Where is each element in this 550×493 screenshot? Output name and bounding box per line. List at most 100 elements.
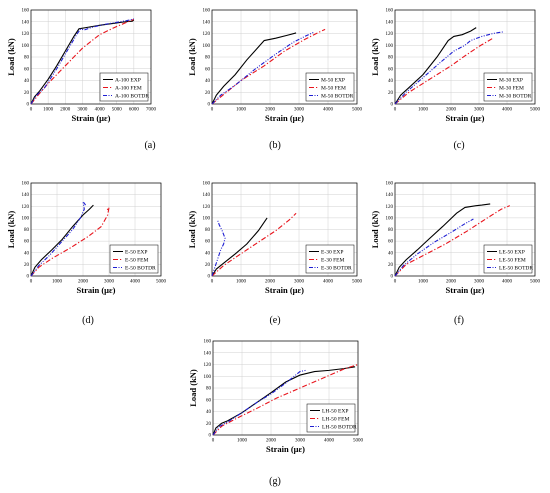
series-line-botdr [30,201,87,277]
legend: E-30 EXP E-30 FEM E-30 BOTDR [305,244,355,274]
x-tick-label: 1000 [52,280,63,285]
plot-frame [394,9,536,105]
series-line-fem [212,363,359,436]
legend-label: M-30 BOTDR [499,94,532,100]
x-axis-label: Strain (με) [266,444,305,454]
x-tick-label: 4000 [324,439,335,444]
x-tick-label: 2000 [446,108,457,113]
y-tick-label: 60 [24,240,30,245]
series-line-exp [30,19,135,105]
chart-panel-5: 0 20 40 60 80 100 120 140 160 0 1000 2000 3000 4000 50… [187,182,363,326]
y-tick-label: 20 [24,91,30,96]
series-line-fem [394,37,494,105]
x-tick-label: 1000 [237,439,248,444]
series-line-botdr [211,31,314,105]
y-tick-label: 60 [24,67,30,72]
y-tick-label: 140 [22,20,30,25]
legend: LE-50 EXP LE-50 FEM LE-50 BOTDR [483,244,533,274]
y-tick-label: 120 [203,32,211,37]
y-tick-label: 80 [205,228,211,233]
legend: LH-50 EXP LH-50 FEM LH-50 BOTDR [306,403,357,433]
series-line-botdr [30,18,134,105]
y-tick-label: 100 [204,375,212,380]
x-tick-label: 3000 [295,439,306,444]
panel-label: (g) [269,476,281,487]
x-tick-label: 4000 [130,280,141,285]
legend-label: E-50 FEM [125,258,148,264]
series-line-botdr [211,220,226,277]
legend-label: LE-50 FEM [499,258,526,264]
series-line-exp [394,27,477,105]
x-axis-label: Strain (με) [72,113,111,123]
series-line-botdr [394,31,505,105]
plot-frame [30,9,152,105]
y-tick-label: 120 [22,32,30,37]
series-line-fem [394,205,511,277]
legend-label: M-50 EXP [321,78,345,84]
y-axis-label: Load (kN) [6,211,16,249]
legend: M-50 EXP M-50 FEM M-50 BOTDR [305,72,355,102]
y-tick-label: 140 [22,193,30,198]
x-tick-label: 0 [212,439,215,444]
y-tick-label: 20 [24,263,30,268]
y-tick-label: 60 [205,67,211,72]
x-tick-label: 0 [394,280,397,285]
legend-label: A-100 BOTDR [115,94,149,100]
series-line-exp [30,204,94,277]
x-tick-label: 5000 [530,108,541,113]
y-tick-label: 0 [391,103,394,108]
x-tick-label: 4000 [502,280,513,285]
x-tick-label: 0 [394,108,397,113]
x-tick-label: 3000 [474,108,485,113]
y-axis-label: Load (kN) [370,38,380,76]
x-axis-label: Strain (με) [446,285,485,295]
legend-label: E-50 EXP [125,250,147,256]
y-axis-label: Load (kN) [6,38,16,76]
legend-label: E-30 FEM [321,258,344,264]
legend: A-100 EXP A-100 FEM A-100 BOTDR [99,72,149,102]
y-tick-label: 40 [388,79,394,84]
legend-label: M-30 FEM [499,86,524,92]
y-tick-label: 60 [206,398,212,403]
series-line-botdr [212,369,306,436]
panel-label: (a) [144,140,155,151]
y-tick-label: 120 [386,32,394,37]
series-line-fem [211,28,326,105]
y-tick-label: 160 [203,182,211,187]
y-tick-label: 0 [208,275,211,280]
legend-label: LE-50 EXP [499,250,525,256]
x-tick-label: 7000 [146,108,157,113]
chart-panel-6: 0 20 40 60 80 100 120 140 160 0 1000 2000 3000 4000 50… [370,182,541,326]
y-tick-label: 80 [206,387,212,392]
y-tick-label: 160 [22,182,30,187]
y-tick-label: 40 [205,79,211,84]
x-axis-label: Strain (με) [446,113,485,123]
x-tick-label: 0 [30,280,33,285]
x-tick-label: 3000 [104,280,115,285]
x-tick-label: 2000 [78,280,89,285]
x-tick-label: 1000 [236,280,247,285]
x-tick-label: 0 [30,108,33,113]
y-tick-label: 80 [24,228,30,233]
y-tick-label: 160 [386,182,394,187]
y-tick-label: 80 [388,228,394,233]
y-tick-label: 100 [22,44,30,49]
y-tick-label: 0 [208,103,211,108]
y-tick-label: 120 [203,205,211,210]
panel-label: (d) [82,315,94,326]
plot-frame [211,9,358,105]
y-tick-label: 100 [203,216,211,221]
y-tick-label: 100 [386,44,394,49]
series-line-exp [211,32,297,105]
panel-label: (e) [269,315,280,326]
x-tick-label: 5000 [530,280,541,285]
series-line-exp [394,203,491,277]
legend-label: LH-50 BOTDR [322,425,357,431]
x-tick-label: 2000 [266,439,277,444]
y-tick-label: 40 [24,79,30,84]
plot-frame [211,182,358,277]
legend-label: E-30 EXP [321,250,343,256]
x-tick-label: 4000 [95,108,106,113]
chart-panel-3: 0 20 40 60 80 100 120 140 160 0 1000 2000 3000 4000 50… [370,9,541,151]
x-tick-label: 5000 [353,439,364,444]
